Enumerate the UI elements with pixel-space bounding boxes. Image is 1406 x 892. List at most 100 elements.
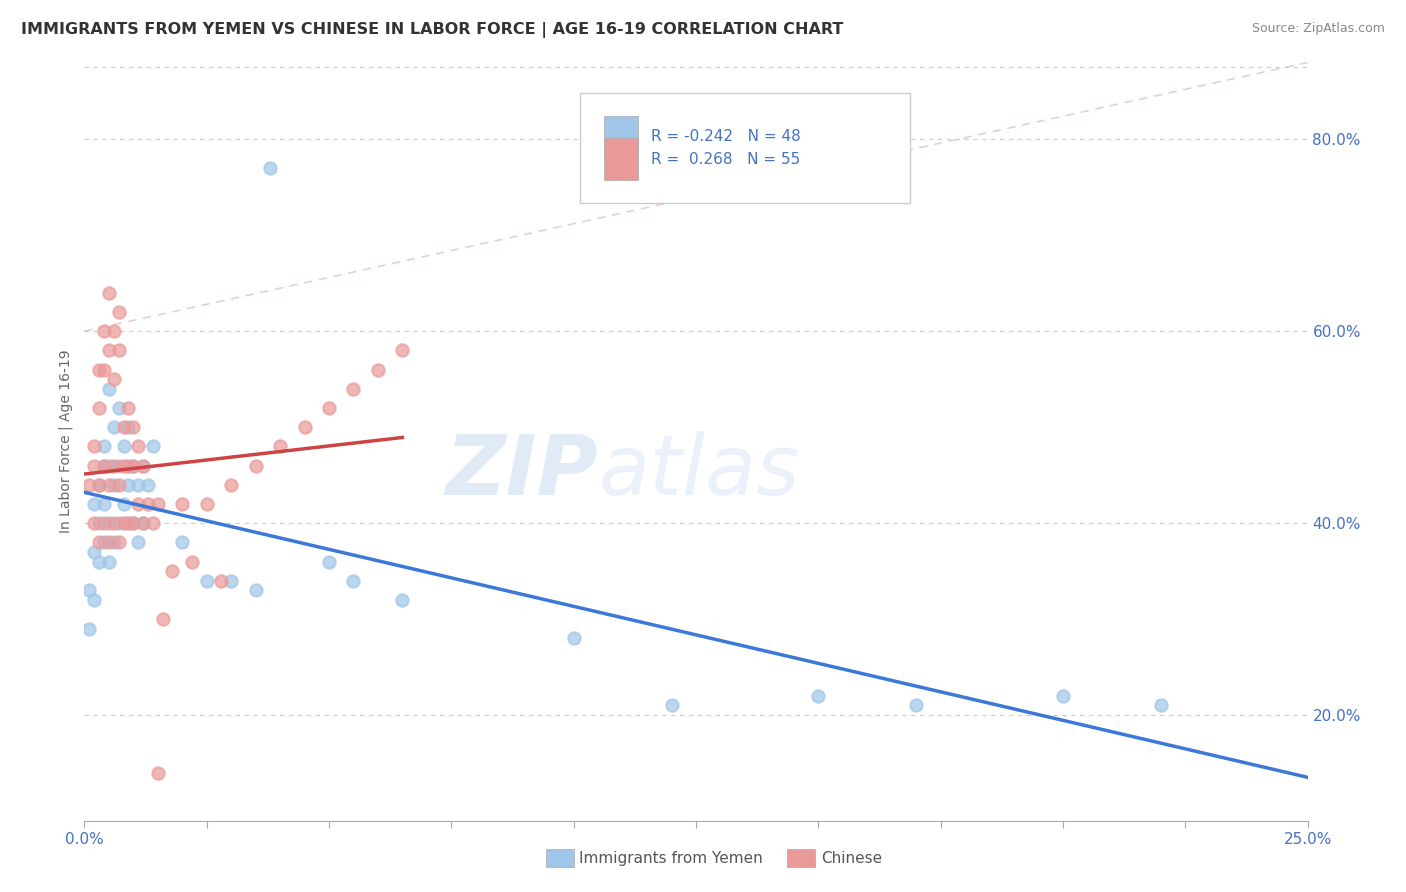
Point xyxy=(245,458,267,473)
Text: IMMIGRANTS FROM YEMEN VS CHINESE IN LABOR FORCE | AGE 16-19 CORRELATION CHART: IMMIGRANTS FROM YEMEN VS CHINESE IN LABO… xyxy=(21,22,844,38)
Point xyxy=(87,477,110,491)
Point xyxy=(97,516,120,530)
Point xyxy=(93,362,115,376)
Point xyxy=(342,382,364,396)
Text: R = -0.242   N = 48: R = -0.242 N = 48 xyxy=(651,128,800,144)
Point xyxy=(97,343,120,358)
Point xyxy=(122,420,145,434)
Point xyxy=(97,535,120,549)
Point xyxy=(93,458,115,473)
Point xyxy=(136,477,159,491)
Point xyxy=(132,458,155,473)
Point xyxy=(87,401,110,415)
Point xyxy=(219,574,242,588)
Point xyxy=(391,593,413,607)
Point xyxy=(93,439,115,453)
FancyBboxPatch shape xyxy=(605,138,638,180)
Point xyxy=(112,420,135,434)
FancyBboxPatch shape xyxy=(579,93,910,202)
Point xyxy=(132,458,155,473)
Point xyxy=(122,458,145,473)
Point xyxy=(112,497,135,511)
Point xyxy=(83,497,105,511)
Point xyxy=(103,516,125,530)
Point xyxy=(112,439,135,453)
Point xyxy=(391,343,413,358)
Point xyxy=(87,554,110,568)
Point xyxy=(318,554,340,568)
Point xyxy=(87,516,110,530)
Point xyxy=(107,477,129,491)
Point xyxy=(142,439,165,453)
Point xyxy=(162,564,184,578)
Point xyxy=(83,439,105,453)
Point xyxy=(77,583,100,598)
Point xyxy=(97,382,120,396)
Point xyxy=(172,535,194,549)
Point xyxy=(107,516,129,530)
Text: ZIP: ZIP xyxy=(446,432,598,512)
Point xyxy=(142,516,165,530)
Point xyxy=(103,535,125,549)
Point xyxy=(127,477,149,491)
Point xyxy=(1052,689,1074,703)
Text: Immigrants from Yemen: Immigrants from Yemen xyxy=(579,851,763,865)
Point xyxy=(259,161,281,175)
Point xyxy=(107,343,129,358)
Point xyxy=(93,535,115,549)
Point xyxy=(172,497,194,511)
Point xyxy=(93,497,115,511)
Point xyxy=(117,420,139,434)
Point xyxy=(103,477,125,491)
Point xyxy=(93,324,115,338)
Text: R =  0.268   N = 55: R = 0.268 N = 55 xyxy=(651,152,800,167)
Point xyxy=(1150,698,1173,713)
Point xyxy=(77,622,100,636)
Point xyxy=(103,420,125,434)
Point xyxy=(103,324,125,338)
Point xyxy=(269,439,291,453)
Point xyxy=(136,497,159,511)
Point xyxy=(318,401,340,415)
Point xyxy=(245,583,267,598)
Point xyxy=(83,516,105,530)
Point xyxy=(181,554,204,568)
Point xyxy=(93,516,115,530)
Point xyxy=(122,516,145,530)
Point xyxy=(77,477,100,491)
Point xyxy=(117,477,139,491)
Point xyxy=(87,362,110,376)
Point xyxy=(87,535,110,549)
Point xyxy=(127,439,149,453)
Point xyxy=(97,477,120,491)
FancyBboxPatch shape xyxy=(605,115,638,157)
Point xyxy=(97,554,120,568)
Point xyxy=(83,545,105,559)
Point xyxy=(107,458,129,473)
Point xyxy=(93,458,115,473)
Point xyxy=(107,401,129,415)
Point xyxy=(342,574,364,588)
Point xyxy=(127,535,149,549)
Text: Source: ZipAtlas.com: Source: ZipAtlas.com xyxy=(1251,22,1385,36)
Point xyxy=(83,593,105,607)
Point xyxy=(97,458,120,473)
Point xyxy=(117,401,139,415)
Point xyxy=(219,477,242,491)
Point xyxy=(107,535,129,549)
Point xyxy=(83,458,105,473)
Point xyxy=(103,372,125,386)
Point xyxy=(905,698,928,713)
Point xyxy=(367,362,389,376)
Point xyxy=(117,516,139,530)
Point xyxy=(294,420,316,434)
Point xyxy=(103,458,125,473)
Point xyxy=(107,305,129,319)
Point xyxy=(122,516,145,530)
Text: atlas: atlas xyxy=(598,432,800,512)
Y-axis label: In Labor Force | Age 16-19: In Labor Force | Age 16-19 xyxy=(59,350,73,533)
Point xyxy=(122,458,145,473)
Point xyxy=(97,285,120,300)
Point xyxy=(132,516,155,530)
Point xyxy=(562,632,585,646)
